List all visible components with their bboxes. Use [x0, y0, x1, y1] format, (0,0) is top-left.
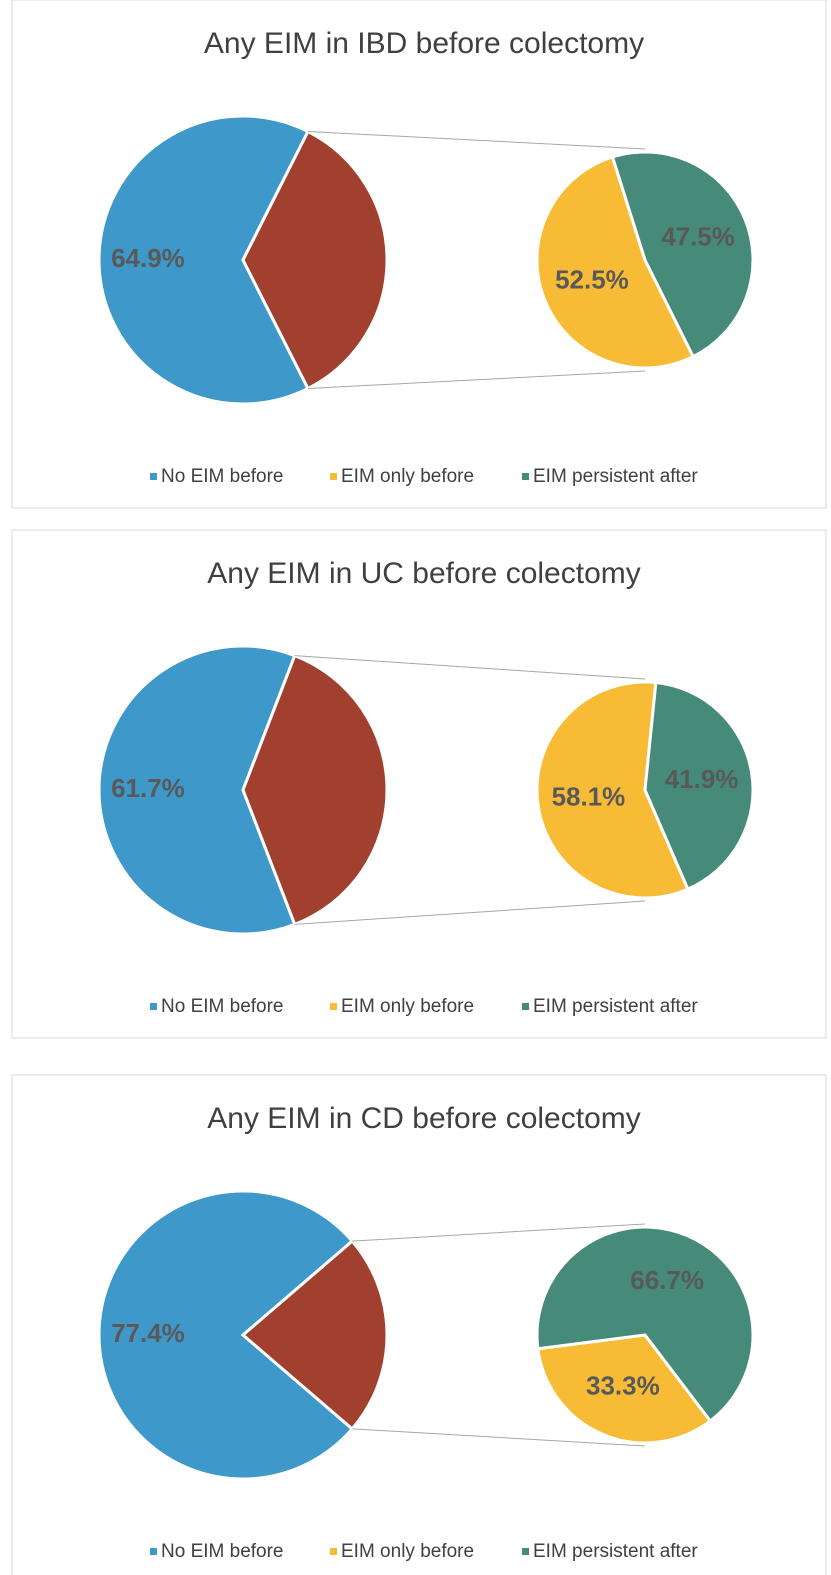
value-label: 66.7%	[630, 1265, 704, 1295]
connector	[294, 655, 646, 680]
main-slice	[241, 129, 389, 391]
chart: Any EIM in IBD before colectomy 64.9% 52.5…	[11, 0, 827, 509]
connector	[352, 1428, 646, 1447]
chart-title: Any EIM in IBD before colectomy	[204, 27, 644, 60]
legend-label: EIM only before	[341, 466, 474, 487]
value-label: 61.7%	[111, 773, 185, 803]
chart-panel	[11, 1074, 827, 1575]
legend-marker	[150, 1548, 157, 1555]
legend-label: EIM only before	[341, 996, 474, 1017]
chart-panel	[11, 0, 827, 509]
main-slice	[97, 114, 310, 406]
legend-marker	[522, 1548, 529, 1555]
legend-label: EIM persistent after	[533, 466, 698, 487]
main-slice	[240, 1239, 389, 1431]
secondary-slice	[535, 1225, 755, 1424]
value-label: 52.5%	[555, 264, 629, 294]
chart: Any EIM in CD before colectomy 77.4% 33.3%…	[11, 1074, 827, 1575]
chart-title: Any EIM in CD before colectomy	[207, 1102, 641, 1135]
legend-marker	[330, 1548, 337, 1555]
secondary-slice	[536, 1333, 713, 1445]
connector	[307, 130, 646, 150]
legend-label: No EIM before	[161, 996, 284, 1017]
connector	[294, 900, 646, 925]
legend-marker	[150, 1003, 157, 1010]
legend-label: EIM persistent after	[533, 1541, 698, 1562]
legend-label: No EIM before	[161, 466, 284, 487]
secondary-slice	[610, 150, 755, 359]
legend-marker	[522, 473, 529, 480]
legend-marker	[330, 473, 337, 480]
secondary-slice	[643, 680, 755, 892]
chart: Any EIM in UC before colectomy 61.7% 58.1%…	[11, 529, 827, 1039]
value-label: 58.1%	[552, 782, 626, 812]
legend-marker	[150, 473, 157, 480]
main-slice	[241, 653, 389, 927]
value-label: 47.5%	[661, 221, 735, 251]
value-label: 64.9%	[111, 243, 185, 273]
chart-title: Any EIM in UC before colectomy	[207, 557, 641, 590]
secondary-slice	[535, 155, 696, 370]
legend-label: EIM only before	[341, 1541, 474, 1562]
value-label: 33.3%	[586, 1371, 660, 1401]
chart-panel	[11, 529, 827, 1039]
main-slice	[97, 644, 297, 936]
connector	[352, 1223, 646, 1242]
main-slice	[97, 1189, 355, 1481]
legend-marker	[330, 1003, 337, 1010]
value-label: 41.9%	[665, 764, 739, 794]
legend-marker	[522, 1003, 529, 1010]
connector	[307, 370, 646, 390]
legend-label: EIM persistent after	[533, 996, 698, 1017]
value-label: 77.4%	[111, 1318, 185, 1348]
legend-label: No EIM before	[161, 1541, 284, 1562]
